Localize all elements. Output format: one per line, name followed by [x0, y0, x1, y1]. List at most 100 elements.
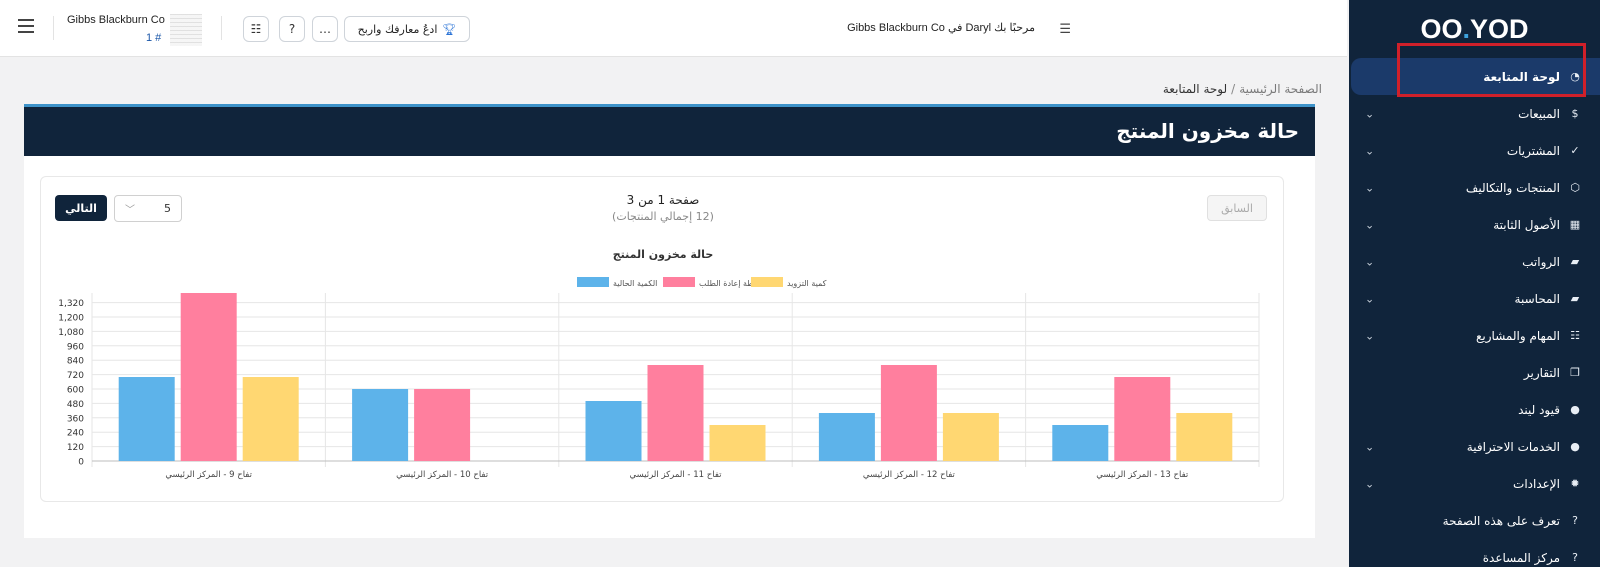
company-number: 1 #	[146, 32, 162, 44]
sidebar-item[interactable]: ▰ الرواتب ⌄	[1349, 243, 1600, 280]
bar	[942, 413, 999, 461]
sidebar-item[interactable]: ? تعرف على هذه الصفحة	[1349, 502, 1600, 539]
chevron-down-icon[interactable]: ⌄	[1365, 292, 1375, 305]
per-page-value: 5	[164, 202, 171, 215]
y-tick-label: 960	[67, 342, 84, 352]
sidebar: O O. YOD ◔ لوحة المتابعة $ المبيعات ⌄ ✓ المشتريا…	[1349, 0, 1600, 567]
y-tick-label: 1,320	[58, 299, 84, 309]
gauge-icon: ◔	[1570, 70, 1580, 83]
bar	[647, 365, 704, 461]
bar	[1114, 377, 1171, 461]
logo-letters: YOD	[1470, 13, 1529, 44]
help-icon: ?	[1572, 551, 1578, 564]
inventory-chart: حالة مخزون المنتج الكمية الحالية نقطة إعاد…	[58, 248, 1260, 480]
chevron-down-icon[interactable]: ⌄	[1365, 477, 1375, 490]
chevron-down-icon[interactable]: ⌄	[1365, 329, 1375, 342]
sidebar-item[interactable]: ? مركز المساعدة	[1349, 539, 1600, 567]
sidebar-item-label: التقارير	[1523, 365, 1560, 380]
bar	[352, 389, 409, 461]
trophy-icon: 🏆︎	[442, 22, 457, 36]
sidebar-item[interactable]: ▰ المحاسبة ⌄	[1349, 280, 1600, 317]
list-icon: ☷	[1570, 329, 1580, 342]
divider	[221, 16, 222, 40]
search-icon: ●	[1570, 403, 1580, 416]
chevron-down-icon[interactable]: ⌄	[1365, 181, 1375, 194]
x-tick-label: تفاح 9 - المركز الرئيسي	[165, 470, 252, 480]
clipboard-icon: ✓	[1570, 144, 1580, 157]
sidebar-item[interactable]: ❐ التقارير	[1349, 354, 1600, 391]
y-tick-label: 240	[67, 429, 84, 439]
chart-title: حالة مخزون المنتج	[613, 248, 714, 261]
box-icon: ⬡	[1570, 181, 1580, 194]
logo-dot: .	[1462, 13, 1471, 44]
sidebar-item[interactable]: ◔ لوحة المتابعة	[1351, 58, 1600, 95]
chevron-down-icon: ﹀	[125, 205, 135, 216]
search-icon: ●	[1570, 440, 1580, 453]
x-tick-label: تفاح 10 - المركز الرئيسي	[396, 470, 489, 480]
folder-icon: ▰	[1570, 292, 1580, 305]
y-tick-label: 480	[67, 400, 84, 410]
y-tick-label: 360	[67, 414, 84, 424]
x-tick-label: تفاح 13 - المركز الرئيسي	[1096, 470, 1189, 480]
page-title: حالة مخزون المنتج	[1116, 119, 1299, 143]
sidebar-item[interactable]: $ المبيعات ⌄	[1349, 95, 1600, 132]
y-tick-label: 840	[67, 357, 84, 367]
dollar-circle-icon: $	[1571, 107, 1579, 120]
sidebar-item[interactable]: ⬡ المنتجات والتكاليف ⌄	[1349, 169, 1600, 206]
bar	[1176, 413, 1233, 461]
sidebar-item-label: الإعدادات	[1513, 476, 1560, 491]
per-page-select[interactable]: ﹀ 5	[114, 195, 182, 222]
bar	[414, 389, 471, 461]
chevron-down-icon[interactable]: ⌄	[1365, 218, 1375, 231]
chat-icon[interactable]: …	[312, 16, 338, 42]
y-tick-label: 720	[67, 371, 84, 381]
gear-icon: ✹	[1570, 477, 1580, 490]
y-tick-label: 1,080	[58, 328, 84, 338]
sidebar-item[interactable]: ✹ الإعدادات ⌄	[1349, 465, 1600, 502]
sidebar-item[interactable]: ✓ المشتريات ⌄	[1349, 132, 1600, 169]
y-tick-label: 120	[67, 443, 84, 453]
sidebar-item-label: المهام والمشاريع	[1476, 328, 1560, 343]
sidebar-item-label: الأصول الثابتة	[1493, 217, 1560, 232]
invite-button[interactable]: 🏆︎ ادعُ معارفك واربح	[344, 16, 470, 42]
chevron-down-icon[interactable]: ⌄	[1365, 255, 1375, 268]
legend-swatch	[751, 277, 783, 287]
help-icon[interactable]: ?	[279, 16, 305, 42]
logo[interactable]: O O. YOD	[1349, 0, 1600, 58]
chevron-down-icon[interactable]: ⌄	[1365, 144, 1375, 157]
chevron-down-icon[interactable]: ⌄	[1365, 440, 1375, 453]
divider	[53, 16, 54, 40]
company-name[interactable]: Gibbs Blackburn Co	[67, 14, 165, 26]
sidebar-item-label: الخدمات الاحترافية	[1466, 439, 1560, 454]
sidebar-item-label: المشتريات	[1506, 143, 1560, 158]
sidebar-item-label: قيود ليند	[1518, 402, 1560, 417]
pagination-info: صفحة 1 من 3 (12 إجمالي المنتجات)	[581, 193, 745, 223]
menu-icon[interactable]	[18, 19, 34, 33]
previous-button[interactable]: السابق	[1207, 195, 1267, 221]
legend-label: الكمية الحالية	[613, 279, 657, 288]
legend-label: نقطة إعادة الطلب	[699, 279, 760, 289]
sidebar-item-label: المبيعات	[1518, 106, 1560, 121]
breadcrumb: الصفحة الرئيسية/لوحة المتابعة	[1163, 82, 1322, 96]
sidebar-item[interactable]: ● الخدمات الاحترافية ⌄	[1349, 428, 1600, 465]
sidebar-nav: ◔ لوحة المتابعة $ المبيعات ⌄ ✓ المشتريات ⌄ ⬡ المن…	[1349, 58, 1600, 567]
welcome-text: مرحبًا بك Daryl في Gibbs Blackburn Co	[847, 22, 1035, 34]
checklist-icon[interactable]: ☷	[243, 16, 269, 42]
sidebar-item-label: الرواتب	[1522, 254, 1560, 269]
sidebar-item[interactable]: ☷ المهام والمشاريع ⌄	[1349, 317, 1600, 354]
sidebar-item-label: مركز المساعدة	[1482, 550, 1560, 565]
bar	[118, 377, 175, 461]
total-info: (12 إجمالي المنتجات)	[612, 210, 714, 223]
breadcrumb-home[interactable]: الصفحة الرئيسية	[1239, 82, 1322, 96]
sidebar-item[interactable]: ▦ الأصول الثابتة ⌄	[1349, 206, 1600, 243]
bar	[880, 365, 937, 461]
next-button[interactable]: التالي	[55, 195, 107, 221]
chevron-down-icon[interactable]: ⌄	[1365, 107, 1375, 120]
sidebar-item[interactable]: ● قيود ليند	[1349, 391, 1600, 428]
collapse-sidebar-icon[interactable]: ☰	[1059, 22, 1071, 37]
x-tick-label: تفاح 12 - المركز الرئيسي	[863, 470, 956, 480]
bar	[1052, 425, 1109, 461]
bar	[585, 401, 642, 461]
logo-letter: O	[1420, 13, 1442, 44]
breadcrumb-sep: /	[1231, 82, 1236, 96]
